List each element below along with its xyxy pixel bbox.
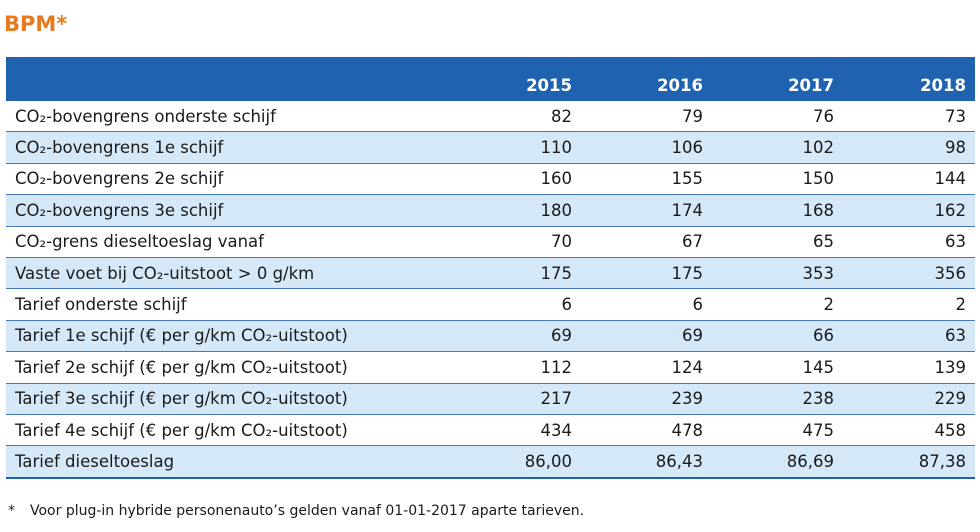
row-value: 478 — [581, 414, 712, 447]
row-value: 145 — [712, 351, 843, 384]
row-value: 160 — [450, 163, 581, 196]
row-label: Tarief dieseltoeslag — [6, 445, 450, 479]
header-year-2016: 2016 — [581, 57, 712, 101]
row-label: Tarief 4e schijf (€ per g/km CO₂-uitstoo… — [6, 414, 450, 447]
table-row: CO₂-bovengrens 2e schijf 160 155 150 144 — [6, 163, 975, 196]
row-label: CO₂-bovengrens onderste schijf — [6, 100, 450, 133]
row-value: 86,43 — [581, 445, 712, 479]
row-value: 87,38 — [843, 445, 975, 479]
row-value: 174 — [581, 194, 712, 227]
row-value: 112 — [450, 351, 581, 384]
row-value: 63 — [843, 320, 975, 353]
header-year-2017: 2017 — [712, 57, 843, 101]
row-value: 175 — [450, 257, 581, 290]
row-value: 79 — [581, 100, 712, 133]
row-value: 180 — [450, 194, 581, 227]
row-label: CO₂-bovengrens 3e schijf — [6, 194, 450, 227]
bpm-table: 2015 2016 2017 2018 CO₂-bovengrens onder… — [6, 57, 975, 479]
table-header-row: 2015 2016 2017 2018 — [6, 57, 975, 101]
table-row: Tarief 4e schijf (€ per g/km CO₂-uitstoo… — [6, 414, 975, 447]
row-value: 6 — [450, 288, 581, 321]
table-row: Vaste voet bij CO₂-uitstoot > 0 g/km 175… — [6, 257, 975, 290]
page-title: BPM* — [4, 12, 68, 36]
row-value: 139 — [843, 351, 975, 384]
row-value: 217 — [450, 383, 581, 415]
row-value: 66 — [712, 320, 843, 353]
footnote-text: Voor plug-in hybride personenauto’s geld… — [30, 503, 585, 519]
row-value: 458 — [843, 414, 975, 447]
row-value: 82 — [450, 100, 581, 133]
row-value: 69 — [450, 320, 581, 353]
row-value: 73 — [843, 100, 975, 133]
row-value: 110 — [450, 131, 581, 164]
row-value: 98 — [843, 131, 975, 164]
row-value: 239 — [581, 383, 712, 415]
row-label: Tarief 1e schijf (€ per g/km CO₂-uitstoo… — [6, 320, 450, 353]
row-value: 2 — [843, 288, 975, 321]
row-value: 155 — [581, 163, 712, 196]
row-value: 70 — [450, 226, 581, 258]
row-label: Tarief 3e schijf (€ per g/km CO₂-uitstoo… — [6, 383, 450, 415]
footnote: * Voor plug-in hybride personenauto’s gel… — [8, 503, 584, 519]
row-value: 67 — [581, 226, 712, 258]
row-value: 356 — [843, 257, 975, 290]
header-year-2018: 2018 — [843, 57, 975, 101]
row-value: 162 — [843, 194, 975, 227]
table-row: Tarief 2e schijf (€ per g/km CO₂-uitstoo… — [6, 351, 975, 384]
row-value: 175 — [581, 257, 712, 290]
row-value: 150 — [712, 163, 843, 196]
header-year-2015: 2015 — [450, 57, 581, 101]
row-label: Tarief 2e schijf (€ per g/km CO₂-uitstoo… — [6, 351, 450, 384]
row-label: CO₂-bovengrens 1e schijf — [6, 131, 450, 164]
footnote-marker: * — [8, 503, 15, 519]
row-value: 434 — [450, 414, 581, 447]
row-label: CO₂-grens dieseltoeslag vanaf — [6, 226, 450, 258]
row-value: 6 — [581, 288, 712, 321]
table-row: Tarief dieseltoeslag 86,00 86,43 86,69 8… — [6, 445, 975, 479]
table-row: Tarief onderste schijf 6 6 2 2 — [6, 288, 975, 321]
table-row: Tarief 1e schijf (€ per g/km CO₂-uitstoo… — [6, 320, 975, 353]
row-value: 124 — [581, 351, 712, 384]
table-row: CO₂-bovengrens 3e schijf 180 174 168 162 — [6, 194, 975, 227]
row-value: 86,69 — [712, 445, 843, 479]
row-value: 69 — [581, 320, 712, 353]
row-value: 2 — [712, 288, 843, 321]
row-value: 144 — [843, 163, 975, 196]
row-value: 168 — [712, 194, 843, 227]
row-value: 102 — [712, 131, 843, 164]
row-value: 229 — [843, 383, 975, 415]
row-value: 106 — [581, 131, 712, 164]
row-value: 65 — [712, 226, 843, 258]
row-label: Tarief onderste schijf — [6, 288, 450, 321]
row-value: 238 — [712, 383, 843, 415]
row-value: 86,00 — [450, 445, 581, 479]
row-value: 353 — [712, 257, 843, 290]
header-label-cell — [6, 57, 450, 101]
table-row: CO₂-bovengrens onderste schijf 82 79 76 … — [6, 100, 975, 133]
row-value: 63 — [843, 226, 975, 258]
table-row: CO₂-grens dieseltoeslag vanaf 70 67 65 6… — [6, 226, 975, 258]
row-label: Vaste voet bij CO₂-uitstoot > 0 g/km — [6, 257, 450, 290]
table-row: Tarief 3e schijf (€ per g/km CO₂-uitstoo… — [6, 383, 975, 415]
row-value: 475 — [712, 414, 843, 447]
row-label: CO₂-bovengrens 2e schijf — [6, 163, 450, 196]
row-value: 76 — [712, 100, 843, 133]
table-row: CO₂-bovengrens 1e schijf 110 106 102 98 — [6, 131, 975, 164]
